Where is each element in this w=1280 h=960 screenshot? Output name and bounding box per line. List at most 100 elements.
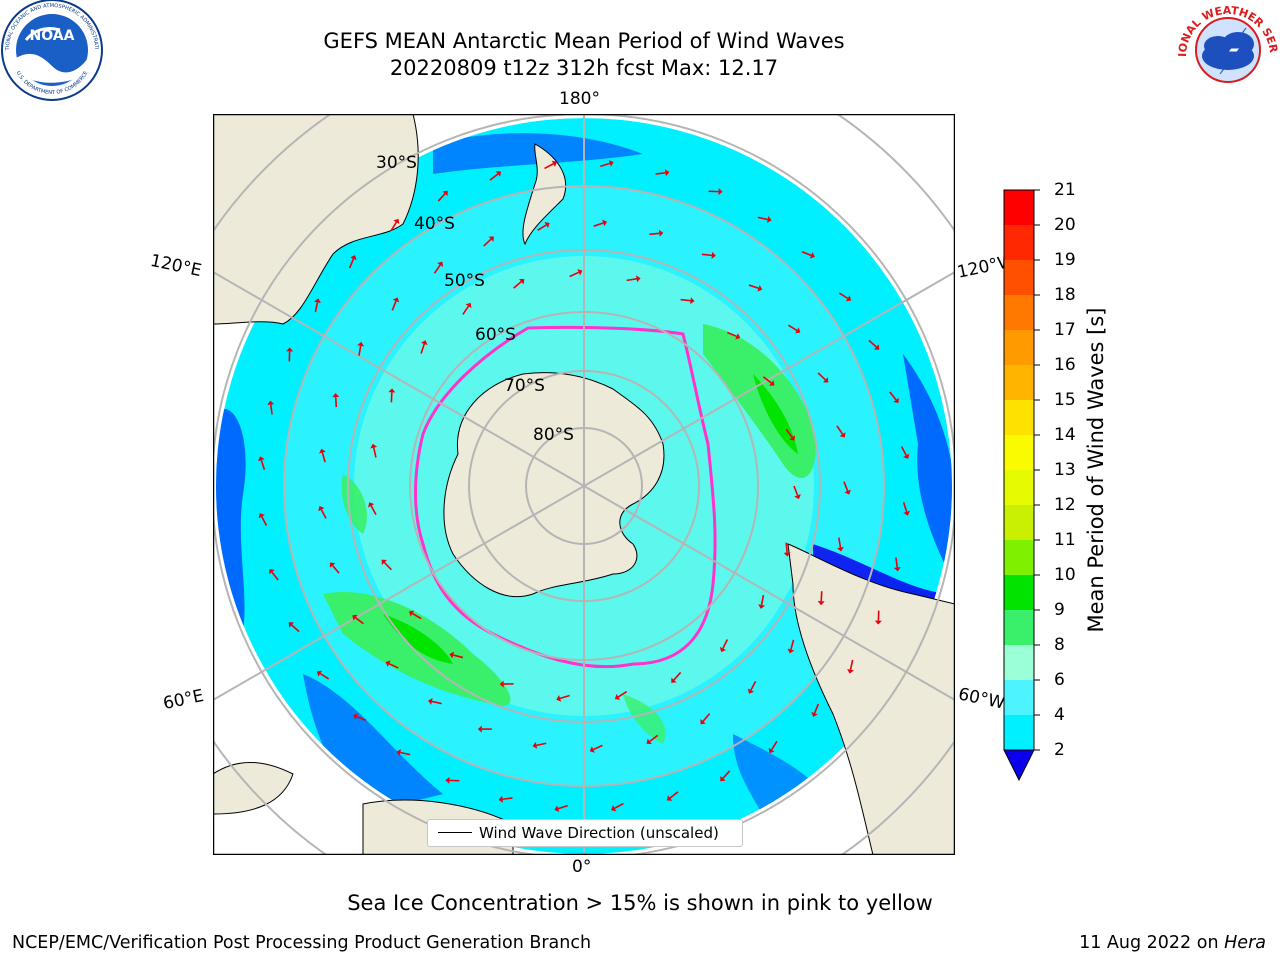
land <box>213 114 955 855</box>
direction-arrowhead <box>718 188 723 196</box>
direction-arrowhead <box>442 190 448 197</box>
direction-arrow <box>849 659 854 670</box>
colorbar-tick-label: 18 <box>1054 285 1076 305</box>
direction-arrowhead <box>839 432 846 438</box>
colorbar-segment <box>1004 365 1034 401</box>
direction-arrowhead <box>428 698 433 705</box>
direction-arrow <box>669 791 679 799</box>
colorbar-tick-label: 10 <box>1054 565 1076 585</box>
colorbar-segment <box>1004 435 1034 471</box>
direction-arrowhead <box>352 614 358 621</box>
lat-label: 70°S <box>504 376 545 396</box>
direction-arrowhead <box>766 216 772 223</box>
direction-arrowhead <box>787 648 795 654</box>
direction-arrow <box>400 751 411 756</box>
direction-arrow <box>895 557 899 568</box>
direction-arrowhead <box>608 160 614 167</box>
direction-arrowhead <box>735 333 741 340</box>
colorbar-tick-label: 17 <box>1054 320 1076 340</box>
direction-arrow <box>702 713 711 722</box>
direction-arrowhead <box>747 688 755 694</box>
chart-title: GEFS MEAN Antarctic Mean Period of Wind … <box>323 29 845 53</box>
direction-arrow <box>793 485 799 496</box>
direction-arrowhead <box>822 377 829 383</box>
direction-arrow <box>489 173 499 181</box>
machine-name: Hera <box>1224 933 1266 953</box>
date-stamp: 11 Aug 2022 on Hera <box>1079 932 1266 954</box>
direction-arrow <box>370 505 377 515</box>
sea-ice-note: Sea Ice Concentration > 15% is shown in … <box>347 891 933 915</box>
direction-arrow <box>649 232 660 236</box>
direction-arrowhead <box>789 435 795 441</box>
direction-arrow <box>437 193 446 202</box>
direction-arrow <box>600 162 611 168</box>
chart-subtitle: 20220809 t12z 312h fcst Max: 12.17 <box>389 56 779 80</box>
colorbar-tick-label: 20 <box>1054 215 1076 235</box>
colorbar-segment <box>1004 330 1034 366</box>
direction-arrow <box>537 224 547 231</box>
direction-arrow <box>593 222 604 227</box>
direction-arrowhead <box>636 275 641 283</box>
direction-arrowhead <box>288 622 295 628</box>
direction-arrowhead <box>658 229 664 237</box>
direction-arrowhead <box>768 747 775 754</box>
direction-arrowhead <box>836 546 844 552</box>
graticule <box>213 114 955 855</box>
direction-arrow <box>314 302 319 313</box>
direction-arrowhead <box>664 169 670 177</box>
direction-arrowhead <box>519 278 525 285</box>
direction-arrowhead <box>811 711 818 717</box>
direction-arrowhead <box>329 562 336 568</box>
direction-arrowhead <box>893 397 899 404</box>
colorbar-extend-triangle <box>1003 749 1035 782</box>
direction-arrow <box>680 298 691 302</box>
direction-arrowhead <box>809 252 815 259</box>
direction-arrow <box>813 703 820 714</box>
colorbar-segment <box>1004 260 1034 296</box>
wind-wave-arrows <box>258 160 910 812</box>
direction-arrow <box>817 372 826 381</box>
direction-arrowhead <box>420 340 428 346</box>
legend-label: Wind Wave Direction (unscaled) <box>479 824 719 842</box>
colorbar-tick-label: 19 <box>1054 250 1076 270</box>
direction-arrowhead <box>720 775 726 782</box>
direction-arrowhead <box>319 448 326 454</box>
direction-arrowhead <box>614 694 621 700</box>
colorbar-segment <box>1004 190 1034 226</box>
direction-arrow <box>569 271 580 278</box>
sea-ice-area <box>414 325 717 669</box>
colorbar-tick-label: 12 <box>1054 495 1076 515</box>
colorbar-segment <box>1004 400 1034 436</box>
legend-line-swatch <box>438 832 472 833</box>
direction-arrowhead <box>711 251 716 259</box>
colorbar-segment <box>1004 225 1034 261</box>
direction-arrow <box>617 690 628 698</box>
direction-arrowhead <box>488 236 494 242</box>
lat-label: 50°S <box>444 271 485 291</box>
direction-arrow <box>412 612 422 620</box>
direction-arrow <box>785 542 788 553</box>
direction-arrow <box>820 591 823 602</box>
direction-arrow <box>649 734 659 743</box>
direction-arrow <box>321 452 326 463</box>
direction-arrowhead <box>437 261 444 267</box>
direction-arrowhead <box>332 393 340 398</box>
direction-arrow <box>838 292 849 300</box>
colorbar-tick-label: 2 <box>1054 740 1065 760</box>
direction-arrow <box>722 639 729 649</box>
direction-arrow <box>722 770 731 779</box>
colorbar-segment <box>1004 645 1034 681</box>
direction-arrowhead <box>844 489 851 495</box>
direction-arrowhead <box>903 510 910 516</box>
direction-arrow <box>260 459 266 470</box>
direction-arrowhead <box>845 295 852 302</box>
direction-arrow <box>701 253 712 257</box>
direction-arrow <box>614 802 624 809</box>
lat-label: 40°S <box>414 214 455 234</box>
direction-arrow <box>536 742 547 747</box>
colorbar <box>1003 189 1040 782</box>
direction-arrow <box>801 250 812 257</box>
direction-arrowhead <box>357 341 365 347</box>
direction-arrow <box>750 680 757 691</box>
direction-arrowhead <box>757 284 763 292</box>
